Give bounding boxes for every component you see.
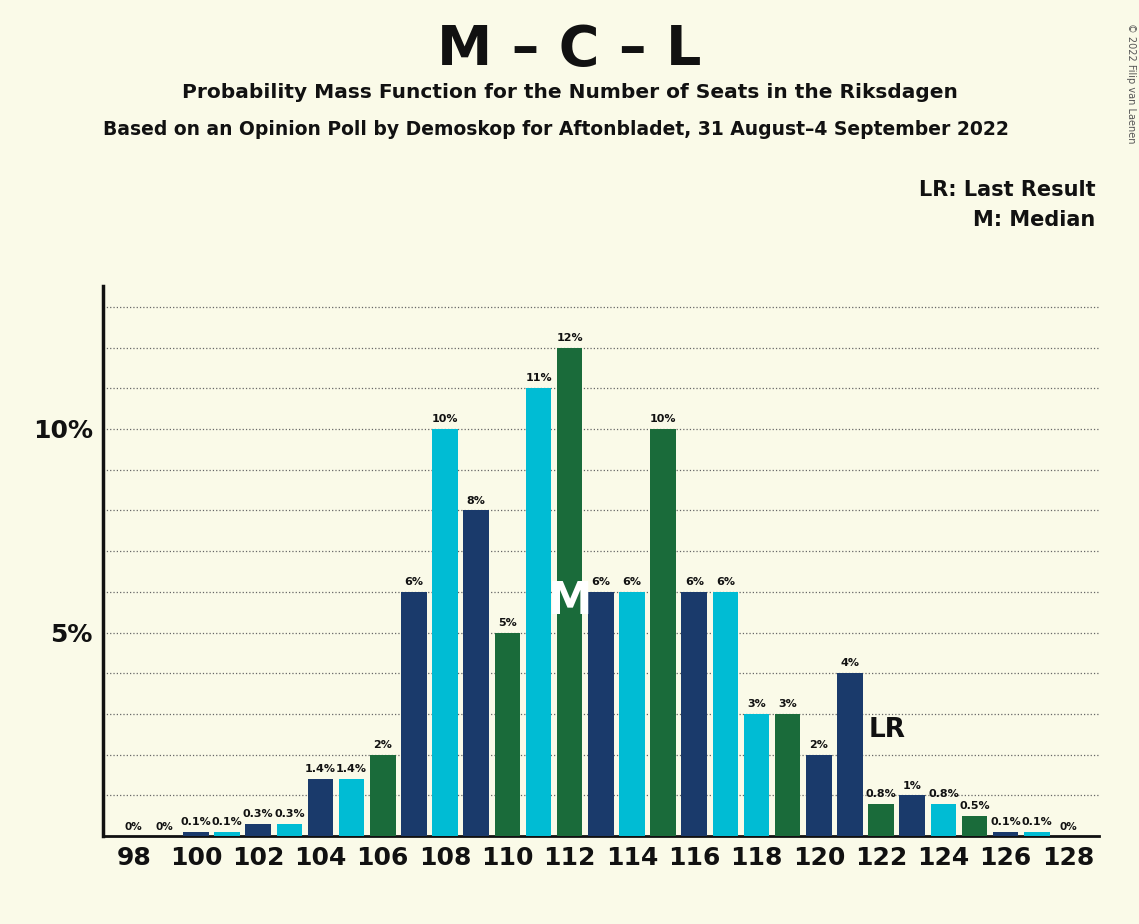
Bar bbox=[277, 824, 302, 836]
Text: 12%: 12% bbox=[556, 333, 583, 343]
Text: 0.3%: 0.3% bbox=[274, 809, 305, 819]
Text: 6%: 6% bbox=[404, 577, 424, 587]
Text: LR: LR bbox=[869, 716, 906, 743]
Text: 10%: 10% bbox=[432, 414, 458, 424]
Text: 11%: 11% bbox=[525, 373, 552, 383]
Text: 0.1%: 0.1% bbox=[990, 817, 1021, 827]
Bar bbox=[650, 429, 675, 836]
Text: 6%: 6% bbox=[591, 577, 611, 587]
Text: 1%: 1% bbox=[903, 781, 921, 791]
Text: 0.8%: 0.8% bbox=[928, 789, 959, 798]
Text: 4%: 4% bbox=[841, 659, 860, 668]
Bar bbox=[961, 816, 988, 836]
Bar bbox=[993, 833, 1018, 836]
Bar bbox=[401, 592, 427, 836]
Text: Probability Mass Function for the Number of Seats in the Riksdagen: Probability Mass Function for the Number… bbox=[181, 83, 958, 103]
Bar bbox=[308, 779, 334, 836]
Bar bbox=[246, 824, 271, 836]
Bar bbox=[464, 510, 489, 836]
Text: 2%: 2% bbox=[374, 740, 392, 750]
Text: M – C – L: M – C – L bbox=[437, 23, 702, 77]
Text: 6%: 6% bbox=[716, 577, 735, 587]
Bar bbox=[370, 755, 395, 836]
Text: 0%: 0% bbox=[125, 822, 142, 833]
Text: 3%: 3% bbox=[747, 699, 765, 709]
Text: 10%: 10% bbox=[650, 414, 677, 424]
Text: M: M bbox=[548, 580, 592, 623]
Bar bbox=[837, 674, 862, 836]
Bar bbox=[526, 388, 551, 836]
Bar bbox=[806, 755, 831, 836]
Text: 1.4%: 1.4% bbox=[305, 764, 336, 774]
Text: 6%: 6% bbox=[685, 577, 704, 587]
Bar bbox=[183, 833, 208, 836]
Text: 5%: 5% bbox=[498, 618, 517, 627]
Bar bbox=[1024, 833, 1050, 836]
Bar bbox=[744, 714, 769, 836]
Text: 6%: 6% bbox=[623, 577, 641, 587]
Bar bbox=[339, 779, 364, 836]
Bar bbox=[868, 804, 894, 836]
Bar bbox=[713, 592, 738, 836]
Bar bbox=[775, 714, 801, 836]
Text: 0.1%: 0.1% bbox=[212, 817, 243, 827]
Text: 0.8%: 0.8% bbox=[866, 789, 896, 798]
Text: LR: Last Result: LR: Last Result bbox=[919, 180, 1096, 201]
Bar bbox=[588, 592, 614, 836]
Text: M: Median: M: Median bbox=[974, 210, 1096, 230]
Bar bbox=[557, 347, 582, 836]
Bar bbox=[214, 833, 240, 836]
Text: Based on an Opinion Poll by Demoskop for Aftonbladet, 31 August–4 September 2022: Based on an Opinion Poll by Demoskop for… bbox=[103, 120, 1008, 140]
Text: 8%: 8% bbox=[467, 495, 485, 505]
Bar bbox=[620, 592, 645, 836]
Text: 3%: 3% bbox=[778, 699, 797, 709]
Text: 0.1%: 0.1% bbox=[1022, 817, 1052, 827]
Text: 2%: 2% bbox=[810, 740, 828, 750]
Bar bbox=[931, 804, 956, 836]
Bar bbox=[900, 796, 925, 836]
Bar bbox=[433, 429, 458, 836]
Text: 0.5%: 0.5% bbox=[959, 801, 990, 811]
Text: 0.1%: 0.1% bbox=[181, 817, 212, 827]
Text: © 2022 Filip van Laenen: © 2022 Filip van Laenen bbox=[1126, 23, 1136, 143]
Text: 0.3%: 0.3% bbox=[243, 809, 273, 819]
Text: 1.4%: 1.4% bbox=[336, 764, 367, 774]
Bar bbox=[494, 633, 521, 836]
Text: 0%: 0% bbox=[1059, 822, 1076, 833]
Text: 0%: 0% bbox=[156, 822, 173, 833]
Bar bbox=[681, 592, 707, 836]
